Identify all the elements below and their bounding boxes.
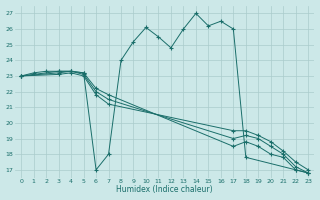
- X-axis label: Humidex (Indice chaleur): Humidex (Indice chaleur): [116, 185, 213, 194]
